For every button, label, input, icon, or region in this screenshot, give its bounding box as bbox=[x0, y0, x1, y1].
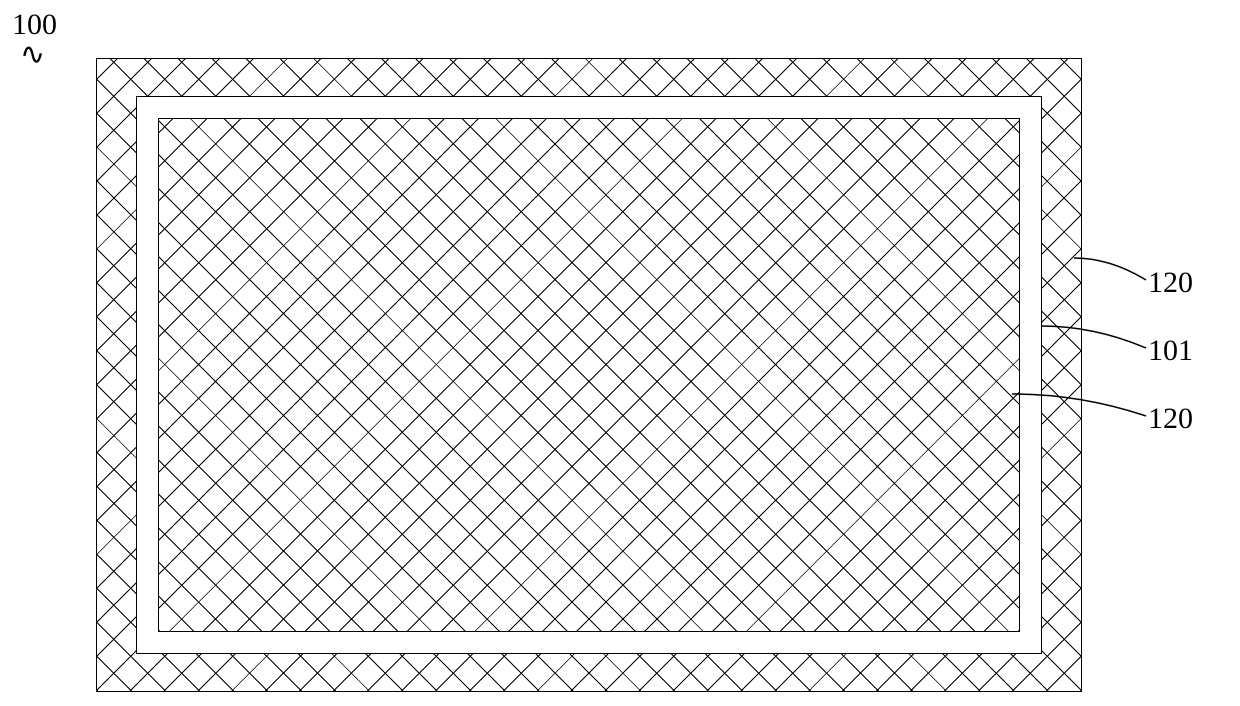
callout-label-101: 101 bbox=[1148, 336, 1193, 366]
assembly-ref-label: 100 bbox=[12, 10, 57, 40]
callout-label-120-inner: 120 bbox=[1148, 404, 1193, 434]
inner-hatched-panel bbox=[158, 118, 1020, 632]
leader-120-outer bbox=[1074, 258, 1146, 280]
callout-label-120-outer: 120 bbox=[1148, 268, 1193, 298]
assembly-ref-tilde: ∿ bbox=[20, 40, 45, 70]
figure-canvas: 100 ∿ 120 101 120 bbox=[0, 0, 1240, 706]
